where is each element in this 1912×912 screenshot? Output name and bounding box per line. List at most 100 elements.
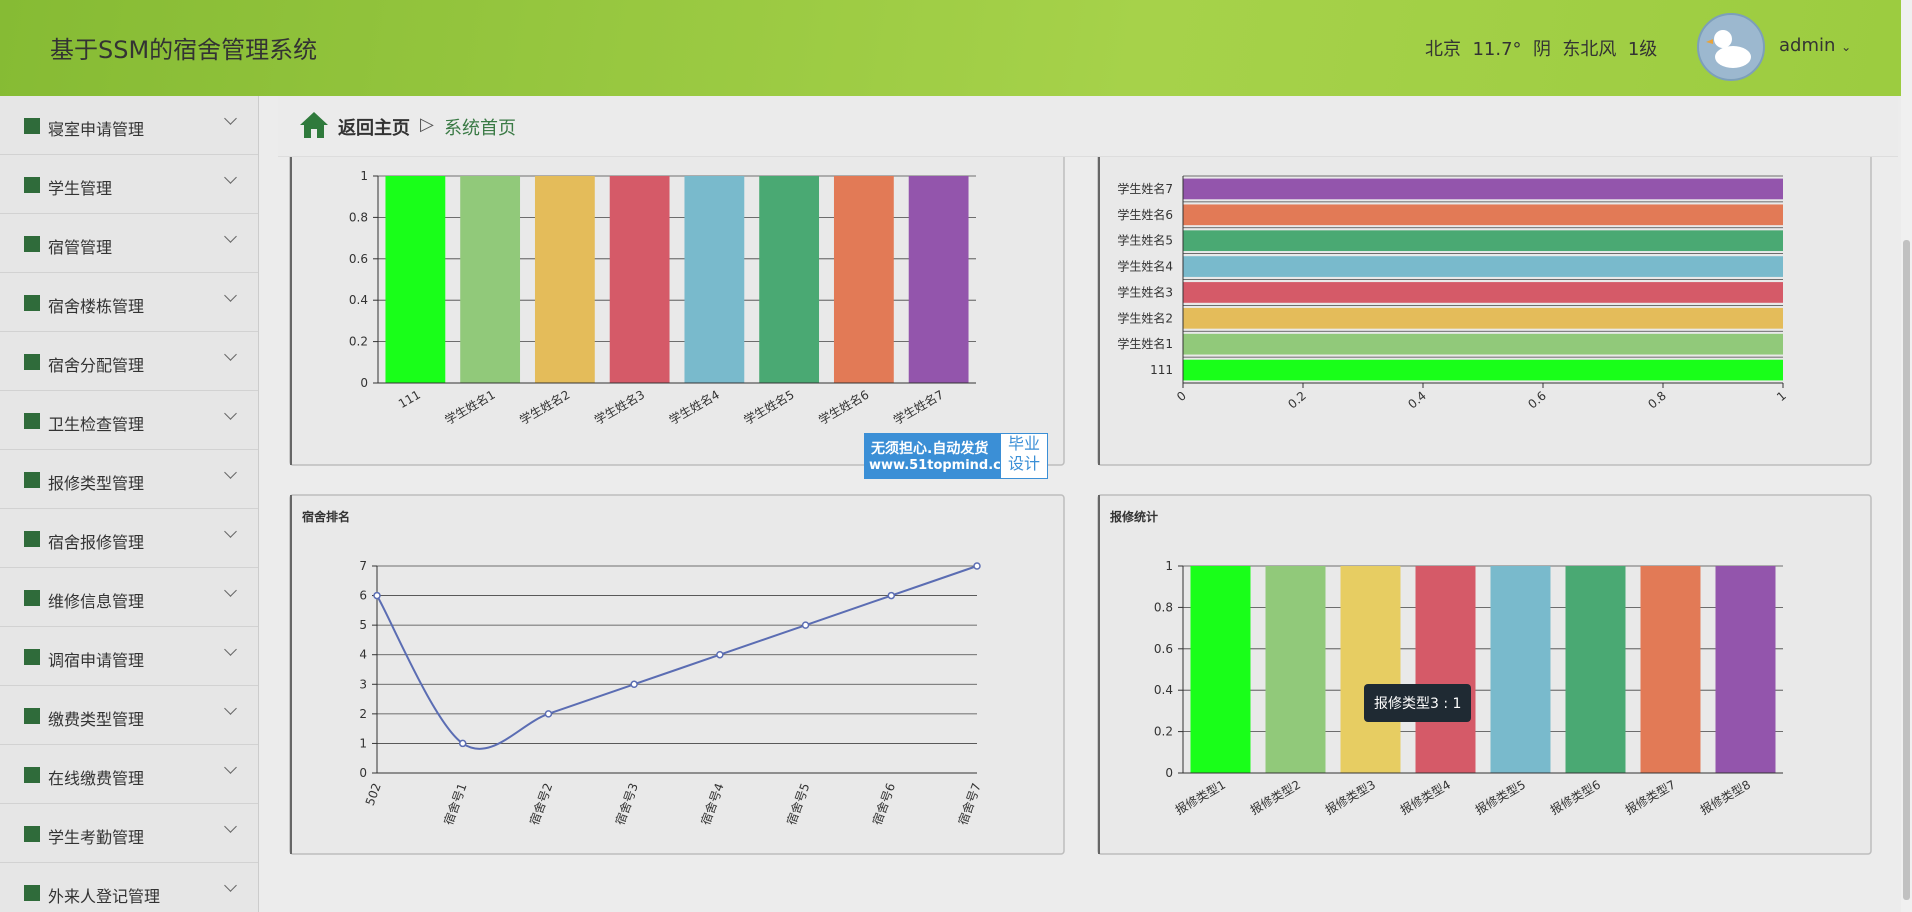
menu-arrow (224, 348, 237, 361)
y-tick-label: 3 (359, 677, 367, 691)
menu-label[interactable]: 外来人登记管理 (48, 887, 161, 906)
y-tick-label: 0.8 (349, 210, 368, 224)
user-name[interactable]: admin (1779, 35, 1836, 56)
y-tick-label: 0.2 (349, 335, 368, 349)
y-tick-label: 1 (360, 169, 368, 183)
menu-label[interactable]: 报修类型管理 (48, 474, 145, 493)
breadcrumb: 返回主页 ▷ 系统首页 (278, 96, 1898, 157)
avatar[interactable] (1697, 13, 1765, 81)
menu-icon (24, 236, 40, 252)
menu-label[interactable]: 调宿申请管理 (48, 651, 145, 670)
badge-line: 设计 (1007, 454, 1040, 473)
y-tick-label: 学生姓名5 (1117, 233, 1173, 248)
point (630, 680, 638, 689)
y-tick-label: 0.6 (1154, 642, 1173, 656)
y-tick-label: 0 (360, 376, 368, 390)
y-tick-label: 7 (359, 559, 367, 573)
y-tick-label: 学生姓名3 (1117, 284, 1173, 299)
y-tick-label: 0.2 (1154, 725, 1173, 739)
bar (1183, 230, 1783, 252)
menu-label[interactable]: 学生管理 (48, 179, 113, 198)
y-tick-label: 0.4 (349, 293, 368, 307)
point (716, 650, 724, 659)
menu-label[interactable]: 宿舍报修管理 (48, 533, 145, 552)
menu-label[interactable]: 宿舍分配管理 (48, 356, 145, 375)
chart-title: 报修统计 (1110, 509, 1158, 524)
bar (833, 176, 894, 383)
separator: ▷ (420, 114, 434, 135)
bar (1183, 282, 1783, 303)
menu-label[interactable]: 学生考勤管理 (48, 828, 145, 847)
bar (1190, 566, 1251, 773)
menu-icon (24, 885, 40, 901)
point (544, 710, 553, 718)
y-tick-label: 5 (359, 618, 367, 632)
menu-item[interactable]: 学生考勤管理 (0, 804, 258, 863)
menu-arrow (224, 702, 237, 715)
point (973, 562, 981, 570)
bar (1640, 566, 1701, 773)
bar (609, 176, 670, 383)
y-tick-label: 学生姓名6 (1117, 207, 1173, 222)
y-tick-label: 学生姓名4 (1117, 259, 1173, 274)
menu-icon (24, 649, 40, 665)
weather: 北京 11.7° 阴 东北风 1级 (1425, 39, 1658, 60)
menu-arrow (224, 584, 237, 597)
y-tick-label: 0 (359, 766, 367, 780)
menu-item[interactable]: 报修类型管理 (0, 450, 258, 509)
watermark[interactable]: 无须担心.自动发货 www.51topmind.com 毕业 设计 (864, 433, 1048, 479)
y-tick-label: 学生姓名1 (1117, 336, 1173, 351)
menu-item[interactable]: 宿舍分配管理 (0, 332, 258, 391)
watermark-url: www.51topmind.com (869, 458, 1024, 473)
chart-title: 宿舍排名 (302, 509, 350, 524)
menu-item[interactable]: 维修信息管理 (0, 568, 258, 627)
bar (1183, 307, 1783, 329)
menu-item[interactable]: 宿管管理 (0, 214, 258, 273)
sidebar: 寝室申请管理 学生管理宿管管理宿舍楼栋管理 宿舍分配管理 卫生检查管理 报修类型管理 宿舍… (0, 96, 259, 912)
menu-arrow (224, 171, 237, 184)
point (458, 739, 467, 748)
bar (534, 176, 595, 383)
y-tick-label: 学生姓名7 (1117, 181, 1173, 196)
badge-line: 毕业 (1007, 434, 1040, 453)
menu-label[interactable]: 宿管管理 (48, 238, 113, 257)
menu-item[interactable]: 寝室申请管理 (0, 96, 258, 155)
bar (1183, 204, 1783, 226)
menu-item[interactable]: 宿舍楼栋管理 (0, 273, 258, 332)
y-tick-label: 6 (359, 589, 367, 603)
header: 基于SSM的宿舍管理系统 北京 11.7° 阴 东北风 1级 admin ⌄ (0, 0, 1901, 96)
menu-item[interactable]: 学生管理 (0, 155, 258, 214)
menu-label[interactable]: 宿舍楼栋管理 (48, 297, 145, 316)
watermark-text: 无须担心.自动发货 (871, 441, 989, 457)
menu-label[interactable]: 维修信息管理 (48, 592, 145, 611)
bar (1415, 566, 1476, 773)
app-title: 基于SSM的宿舍管理系统 (50, 36, 318, 64)
y-tick-label: 0.4 (1154, 683, 1173, 697)
menu-item[interactable]: 外来人登记管理 (0, 863, 258, 912)
menu-item[interactable]: 宿舍报修管理 (0, 509, 258, 568)
point (887, 591, 896, 600)
menu-item[interactable]: 在线缴费管理 (0, 745, 258, 804)
home-link[interactable]: 返回主页 (338, 118, 410, 139)
bar (1183, 359, 1783, 381)
menu-icon (24, 354, 40, 370)
menu-label[interactable]: 寝室申请管理 (48, 120, 145, 139)
y-tick-label: 4 (359, 648, 367, 662)
bar (1715, 566, 1776, 773)
menu-icon (24, 118, 40, 134)
scroll-thumb[interactable] (1903, 240, 1910, 900)
scrollbar[interactable] (1901, 0, 1912, 912)
menu-arrow (224, 466, 237, 479)
menu-item[interactable]: 卫生检查管理 (0, 391, 258, 450)
bar (1183, 256, 1783, 277)
menu-item[interactable]: 缴费类型管理 (0, 686, 258, 745)
menu-label[interactable]: 缴费类型管理 (48, 710, 145, 729)
home-icon[interactable] (298, 110, 330, 140)
user-menu[interactable]: admin ⌄ (1779, 35, 1852, 56)
y-tick-label: 0.8 (1154, 600, 1173, 614)
menu-label[interactable]: 在线缴费管理 (48, 769, 145, 788)
bar (1565, 566, 1626, 773)
menu-item[interactable]: 调宿申请管理 (0, 627, 258, 686)
menu-label[interactable]: 卫生检查管理 (48, 415, 145, 434)
